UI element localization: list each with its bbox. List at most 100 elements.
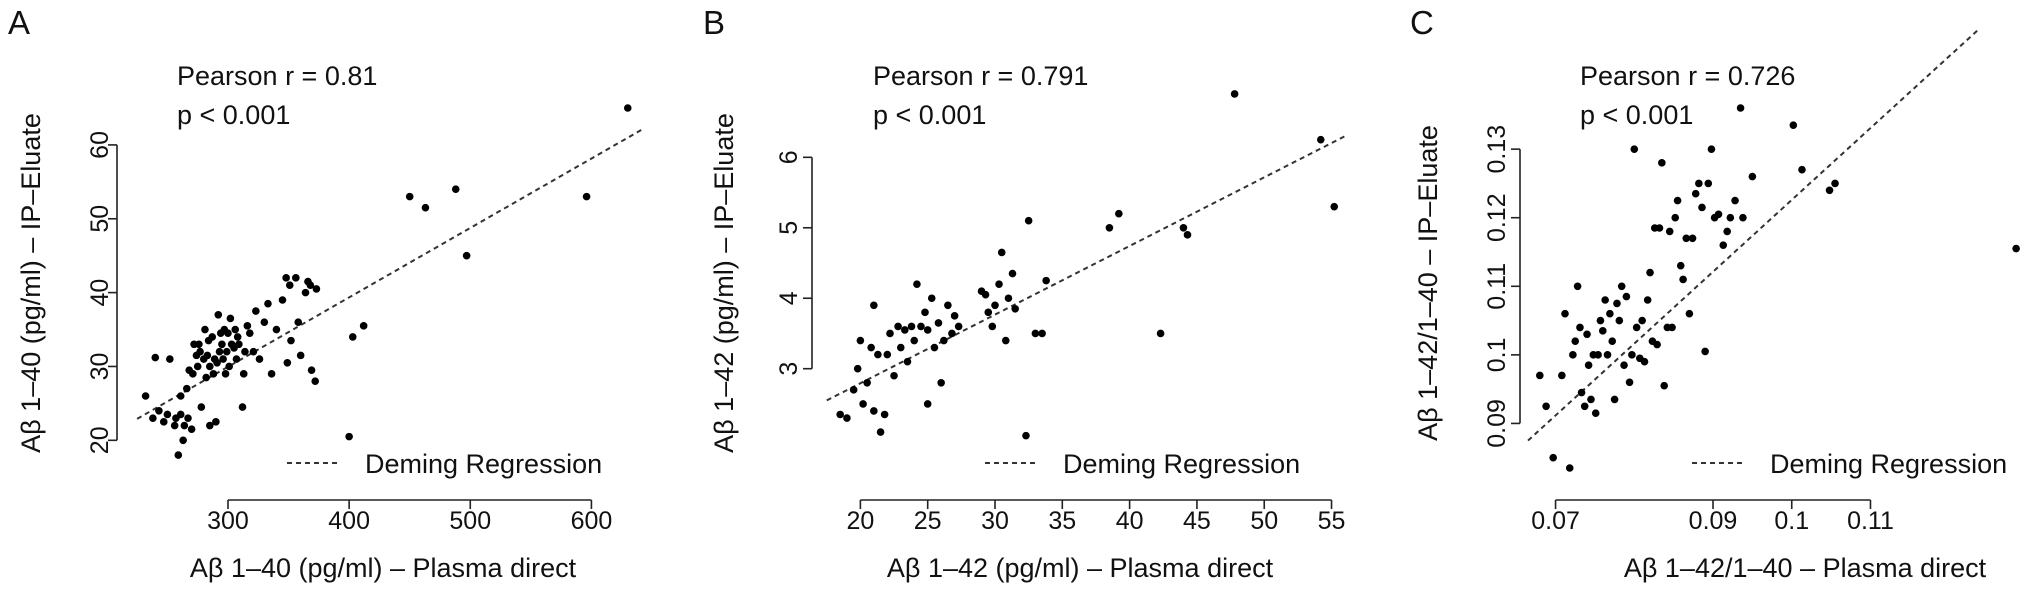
data-point (896, 343, 905, 352)
data-point (222, 347, 231, 356)
legend-text: Deming Regression (1770, 449, 2007, 479)
pvalue-text: p < 0.001 (1580, 100, 1693, 130)
data-point (282, 274, 290, 282)
data-point (849, 386, 858, 394)
data-point (1622, 292, 1631, 301)
data-point (249, 347, 258, 356)
data-point (221, 370, 230, 378)
data-point (981, 290, 990, 299)
data-point (462, 251, 471, 260)
regression-line (136, 127, 645, 420)
data-point (1179, 223, 1188, 232)
data-point (208, 333, 217, 341)
data-point (907, 322, 916, 331)
data-point (206, 362, 214, 371)
data-point (948, 329, 956, 338)
data-point (239, 370, 248, 378)
data-point (219, 355, 227, 363)
data-point (1688, 234, 1697, 243)
data-point (913, 280, 921, 288)
data-point (307, 366, 316, 374)
data-point (894, 322, 902, 331)
regression-line (1527, 30, 1980, 442)
data-point (1671, 213, 1680, 222)
data-point (180, 421, 189, 430)
data-point (930, 343, 939, 352)
data-point (1001, 336, 1010, 345)
data-point (197, 403, 206, 411)
data-point (264, 299, 272, 308)
data-point (1008, 269, 1017, 278)
data-point (155, 406, 163, 415)
data-point (255, 355, 264, 363)
data-point (1596, 316, 1605, 325)
data-point (1704, 179, 1713, 188)
data-point (1011, 305, 1019, 313)
y-axis-title: Aβ 1–42 (pg/ml) – IP–Eluate (709, 113, 739, 453)
x-tick-label: 500 (449, 507, 491, 535)
pearson-text: Pearson r = 0.726 (1580, 61, 1795, 91)
data-point (940, 336, 948, 345)
data-point (1655, 224, 1664, 232)
data-point (1701, 347, 1709, 356)
y-tick-label: 0.12 (1483, 193, 1511, 242)
data-point (260, 318, 269, 326)
data-point (184, 414, 192, 422)
data-point (1625, 378, 1634, 387)
data-point (1620, 361, 1628, 369)
data-point (193, 362, 202, 371)
data-point (921, 308, 929, 317)
x-tick-label: 600 (571, 507, 613, 535)
y-tick-label: 40 (86, 279, 114, 307)
data-point (231, 325, 240, 334)
y-axis-title: Aβ 1–42/1–40 – IP–Eluate (1413, 125, 1443, 441)
data-point (1603, 351, 1612, 359)
data-point (991, 301, 999, 310)
x-tick-label: 30 (981, 507, 1009, 535)
data-point (1789, 121, 1798, 129)
y-tick-label: 0.13 (1483, 125, 1511, 174)
data-point (1719, 241, 1728, 249)
y-tick-label: 6 (775, 150, 803, 164)
data-point (856, 336, 865, 345)
data-point (1630, 145, 1639, 153)
data-point (863, 378, 871, 387)
data-point (226, 314, 235, 323)
data-point (1691, 189, 1700, 198)
data-point (1698, 203, 1706, 212)
y-tick-label: 20 (86, 426, 114, 454)
data-point (176, 392, 185, 400)
data-point (1617, 282, 1626, 291)
data-point (292, 274, 300, 282)
data-point (1831, 179, 1839, 188)
data-point (984, 308, 993, 317)
data-point (405, 192, 414, 201)
data-point (1536, 371, 1544, 380)
data-point (1658, 159, 1666, 167)
data-point (1640, 357, 1649, 366)
data-point (2012, 244, 2020, 253)
data-point (950, 312, 959, 320)
data-point (301, 288, 310, 297)
x-axis-title: Aβ 1–42 (pg/ml) – Plasma direct (887, 553, 1274, 583)
data-point (241, 347, 249, 356)
x-tick-label: 0.07 (1531, 507, 1580, 535)
data-point (149, 414, 157, 422)
data-point (1024, 216, 1033, 225)
data-point (1156, 329, 1165, 338)
data-point (1587, 395, 1595, 404)
data-point (1668, 323, 1676, 332)
panel-label: C (1410, 4, 1434, 41)
x-tick-label: 0.11 (1847, 507, 1894, 535)
x-tick-label: 40 (1116, 507, 1144, 535)
data-point (988, 322, 997, 331)
data-point (1731, 196, 1739, 205)
data-point (1638, 316, 1646, 325)
x-axis-title: Aβ 1–42/1–40 – Plasma direct (1624, 553, 1987, 583)
x-axis-title: Aβ 1–40 (pg/ml) – Plasma direct (190, 553, 577, 583)
x-tick-label: 35 (1048, 507, 1076, 535)
data-point (1558, 371, 1566, 380)
pvalue-text: p < 0.001 (177, 100, 290, 130)
legend-text: Deming Regression (365, 449, 602, 479)
data-point (1571, 337, 1580, 345)
